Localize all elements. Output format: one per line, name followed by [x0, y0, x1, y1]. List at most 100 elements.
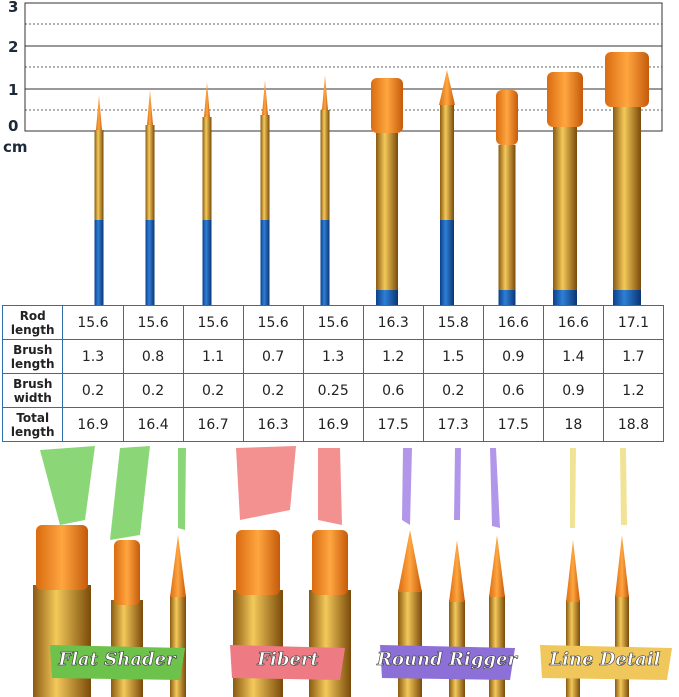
table-cell: 0.2	[182, 373, 244, 408]
table-cell: 1.2	[602, 373, 665, 408]
banners	[50, 645, 672, 680]
table-cell: 0.6	[362, 373, 424, 408]
brush-hair	[36, 525, 88, 590]
brush-hair	[547, 72, 583, 127]
brush-hair	[566, 540, 580, 602]
brush-hair	[322, 75, 328, 110]
brushes	[94, 52, 649, 310]
brush-hair	[96, 95, 102, 130]
brush-ferrule	[398, 590, 422, 697]
brush-hair	[449, 540, 465, 602]
table-cell: 1.3	[302, 339, 364, 374]
table-cell: 1.2	[362, 339, 424, 374]
table-cell: 18	[542, 407, 604, 442]
table-cell: 0.2	[422, 373, 484, 408]
table-cell: 15.6	[62, 305, 124, 340]
table-cell: 16.7	[182, 407, 244, 442]
brush-hair	[236, 530, 280, 595]
brush-hair	[398, 530, 422, 592]
table-cell: 18.8	[602, 407, 665, 442]
table-cell: 0.9	[482, 339, 544, 374]
brush-handle	[202, 200, 212, 310]
row-header: Rod length	[1, 305, 64, 340]
brush-hair	[204, 82, 210, 117]
table-row: Rod length 15.6 15.6 15.6 15.6 15.6 16.3 15.8 16…	[1, 305, 665, 340]
brush-ferrule	[170, 595, 186, 697]
brush-hair	[114, 540, 140, 605]
brush-hair	[147, 90, 153, 125]
ruler-label: 2	[8, 38, 18, 56]
brush-hair	[605, 52, 649, 107]
brush-type-label: Round Rigger	[376, 649, 518, 670]
table-cell: 17.1	[602, 305, 665, 340]
brush-ferrule	[233, 590, 283, 697]
brush-hair	[439, 70, 455, 105]
brush-hair	[496, 90, 518, 145]
brush-handle	[94, 200, 104, 310]
table-cell: 16.6	[542, 305, 604, 340]
table-row: Brush width 0.2 0.2 0.2 0.2 0.25 0.6 0.2 0.6 0.9 1…	[1, 373, 665, 408]
table-cell: 17.3	[422, 407, 484, 442]
brush-ferrule	[615, 595, 629, 697]
brush-handle	[145, 200, 155, 310]
table-cell: 0.7	[242, 339, 304, 374]
brush-hair	[371, 78, 403, 133]
brush-handle	[440, 200, 454, 310]
brush-hair	[489, 535, 505, 597]
brush-handle	[320, 200, 330, 310]
table-cell: 1.4	[542, 339, 604, 374]
table-cell: 1.7	[602, 339, 665, 374]
table-cell: 0.2	[122, 373, 184, 408]
table-cell: 1.1	[182, 339, 244, 374]
brush-ferrule	[260, 115, 270, 220]
table-cell: 17.5	[362, 407, 424, 442]
table-cell: 16.9	[62, 407, 124, 442]
lower-brushes	[33, 525, 629, 697]
ruler-label: 0	[8, 117, 18, 135]
table-cell: 0.2	[62, 373, 124, 408]
brush-ferrule	[498, 145, 516, 290]
table-cell: 0.2	[242, 373, 304, 408]
brush-hair	[170, 535, 186, 597]
ruler-unit: cm	[3, 138, 28, 156]
brush-ferrule	[489, 595, 505, 697]
table-cell: 15.6	[182, 305, 244, 340]
brush-ferrule	[553, 127, 577, 290]
brush-ferrule	[145, 125, 155, 220]
table-cell: 17.5	[482, 407, 544, 442]
table-cell: 15.8	[422, 305, 484, 340]
row-header: Brush length	[1, 339, 64, 374]
brush-hair	[312, 530, 348, 595]
table-cell: 1.3	[62, 339, 124, 374]
brush-type-label: Fibert	[256, 649, 319, 670]
table-row: Total length 16.9 16.4 16.7 16.3 16.9 17.5 17.3…	[1, 407, 665, 442]
table-cell: 0.25	[302, 373, 364, 408]
brush-handle	[260, 200, 270, 310]
brush-ferrule	[613, 107, 641, 290]
table-cell: 0.9	[542, 373, 604, 408]
brush-ferrule	[94, 130, 104, 220]
table-cell: 0.6	[482, 373, 544, 408]
brush-hair	[262, 80, 268, 115]
brush-ferrule	[202, 117, 212, 220]
table-cell: 0.8	[122, 339, 184, 374]
paint-strokes	[40, 446, 627, 540]
brush-ferrule	[376, 133, 398, 290]
row-header: Total length	[1, 407, 64, 442]
brush-ferrule	[33, 585, 91, 697]
brush-ferrule	[320, 110, 330, 220]
table-row: Brush length 1.3 0.8 1.1 0.7 1.3 1.2 1.5 0.9 1.4 1…	[1, 339, 665, 374]
table-cell: 15.6	[242, 305, 304, 340]
table-cell: 15.6	[122, 305, 184, 340]
table-cell: 16.9	[302, 407, 364, 442]
table-cell: 16.6	[482, 305, 544, 340]
table-cell: 15.6	[302, 305, 364, 340]
table-cell: 1.5	[422, 339, 484, 374]
spec-table: Rod length 15.6 15.6 15.6 15.6 15.6 16.3 15.8 16…	[1, 305, 665, 442]
brush-ferrule	[440, 105, 454, 220]
table-cell: 16.3	[362, 305, 424, 340]
brush-hair	[615, 535, 629, 597]
table-cell: 16.3	[242, 407, 304, 442]
row-header: Brush width	[1, 373, 64, 408]
